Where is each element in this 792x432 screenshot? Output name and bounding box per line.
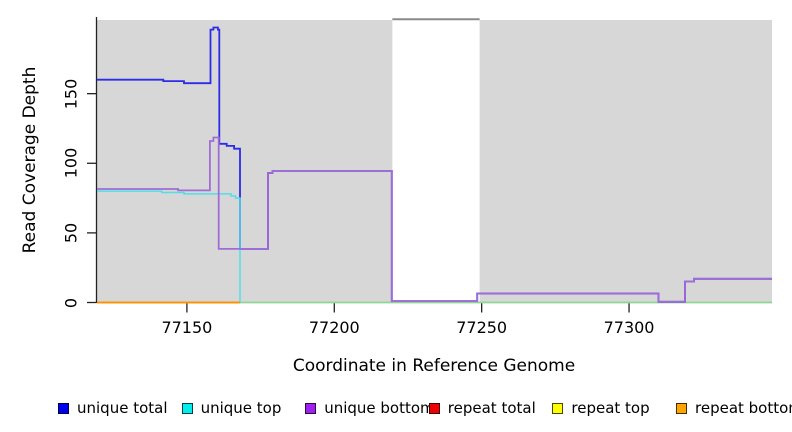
y-tick-label: 0: [61, 297, 81, 308]
x-tick-label: 77150: [161, 318, 213, 337]
shaded-region: [97, 20, 393, 303]
legend-label: unique bottom: [324, 399, 435, 417]
y-tick-label: 100: [61, 147, 81, 179]
legend-item-unique-top: unique top: [181, 399, 282, 417]
legend-swatch: [181, 402, 193, 414]
y-tick-label: 150: [61, 78, 81, 109]
x-tick-label: 77300: [603, 318, 655, 337]
legend-item-unique-total: unique total: [58, 399, 168, 417]
legend-label: repeat top: [571, 399, 650, 417]
shaded-region: [479, 20, 772, 303]
legend-swatch: [428, 402, 440, 414]
series-unique-top: [97, 190, 241, 304]
x-tick-label: 77250: [456, 318, 508, 337]
y-tick-label: 50: [61, 222, 81, 244]
legend-item-unique-bottom: unique bottom: [305, 399, 435, 417]
legend-label: repeat bottom: [695, 399, 792, 417]
legend-swatch: [58, 402, 69, 414]
series-unique-bottom: [97, 136, 772, 303]
legend-item-repeat-total: repeat total: [428, 399, 536, 417]
legend-item-repeat-top: repeat top: [552, 399, 650, 417]
x-axis-title: Coordinate in Reference Genome: [292, 356, 576, 376]
legend-item-repeat-bottom: repeat bottom: [676, 399, 792, 417]
legend-label: repeat total: [447, 399, 536, 417]
legend-swatch: [552, 402, 564, 414]
legend-label: unique total: [77, 399, 168, 417]
x-tick-label: 77200: [308, 318, 360, 337]
legend-swatch: [676, 402, 687, 414]
legend-label: unique top: [200, 399, 282, 417]
legend-swatch: [305, 402, 317, 414]
y-axis-title: Read Coverage Depth: [20, 66, 40, 254]
